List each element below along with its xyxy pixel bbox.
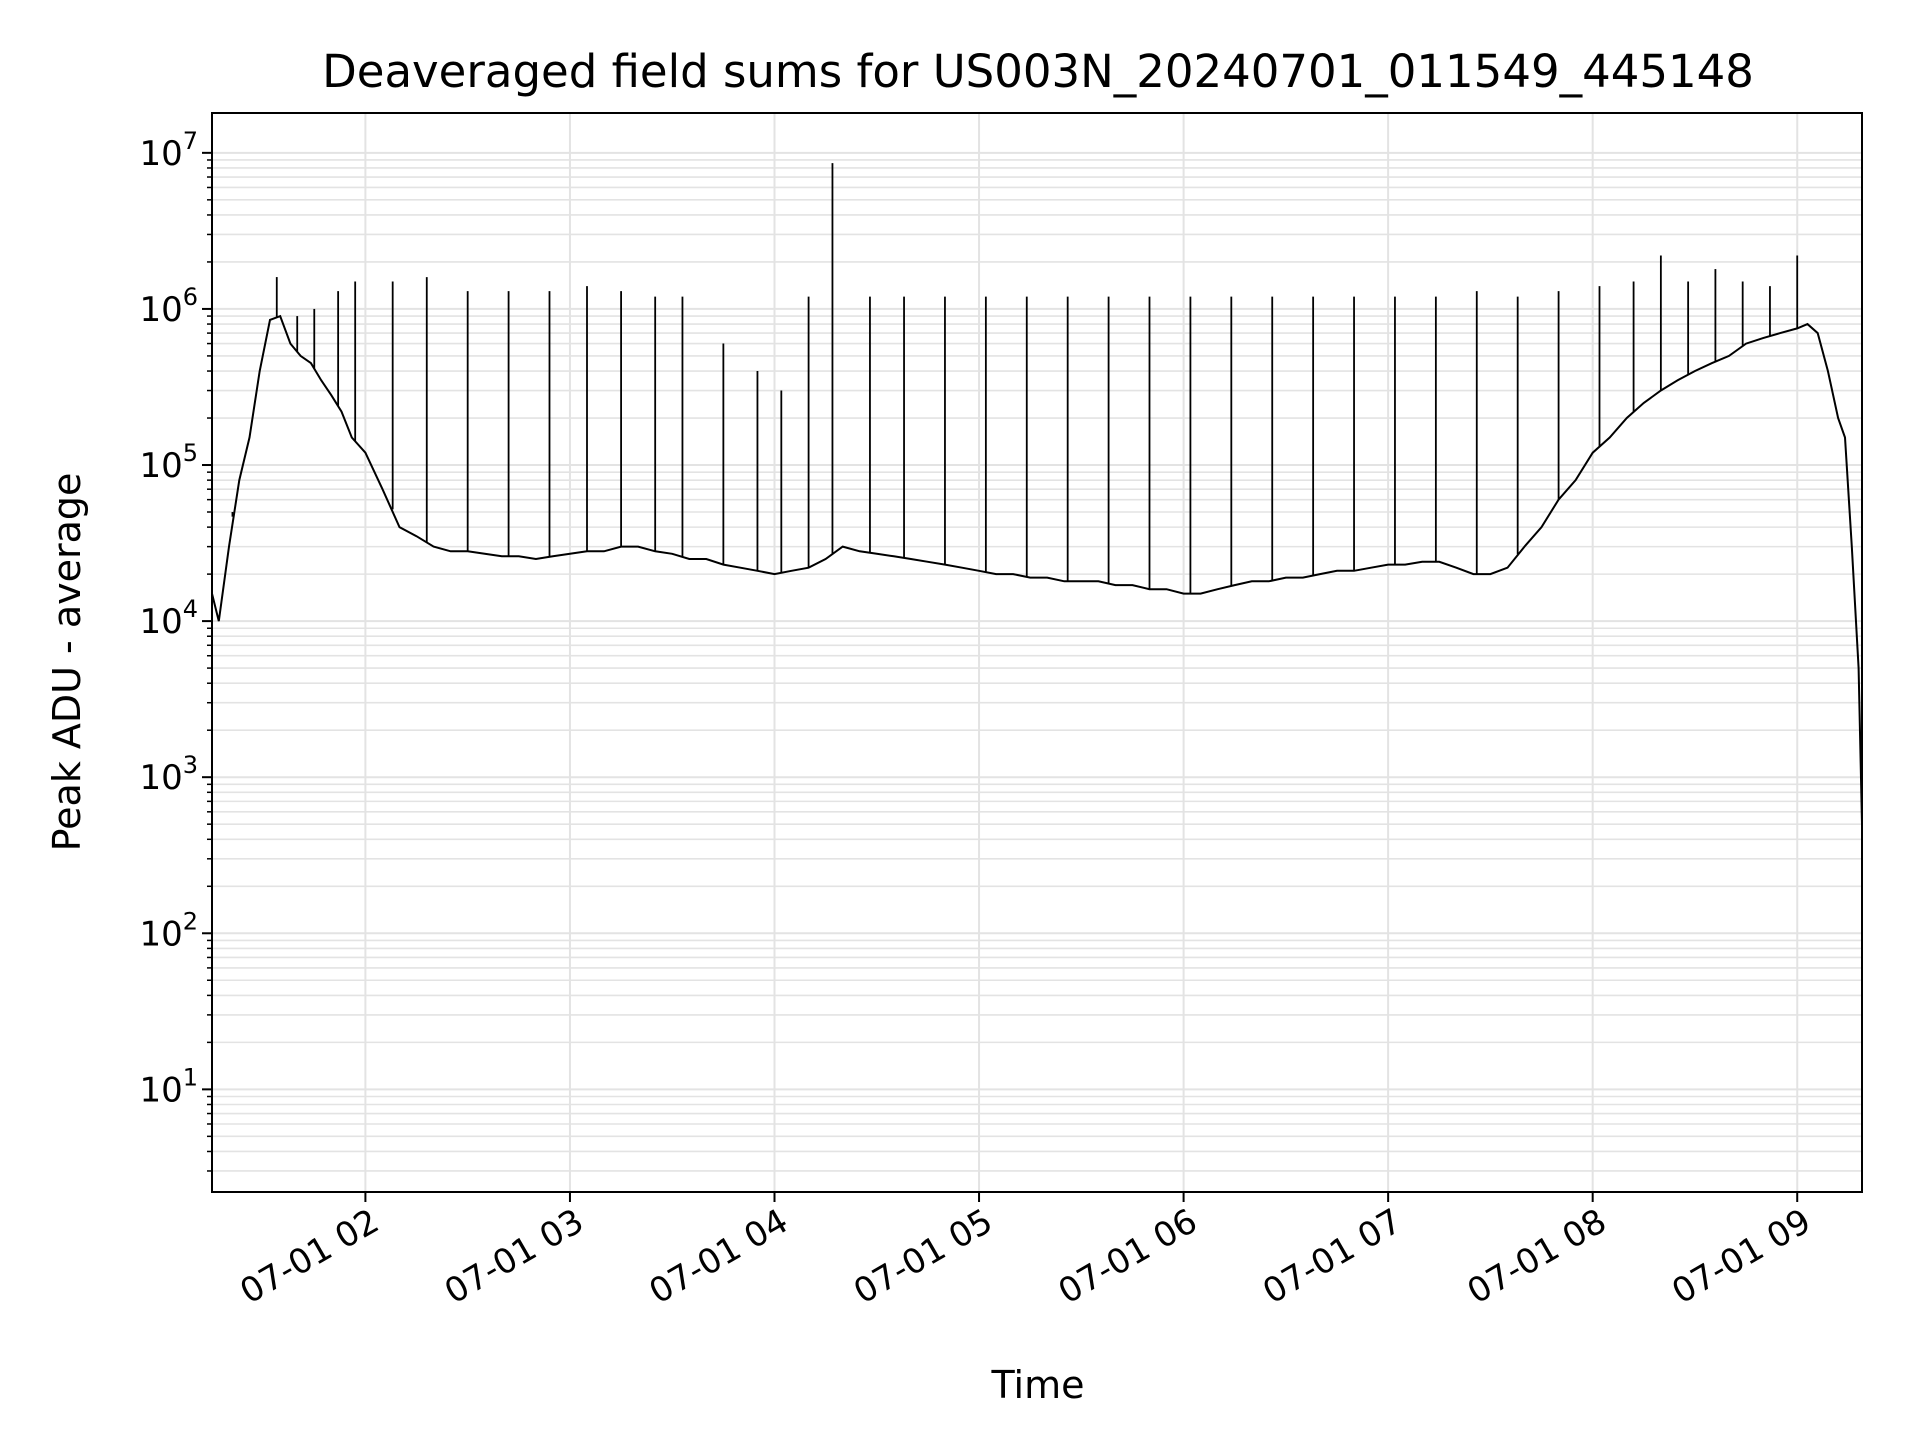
y-axis-ticks: 101 102 103 104 105 106 107	[139, 127, 212, 1172]
y-tick-label: 102	[139, 907, 198, 954]
y-axis-label: Peak ADU - average	[45, 473, 89, 852]
x-tick-label: 07-01 02	[234, 1201, 386, 1312]
series-line	[211, 163, 1863, 825]
chart-title: Deaveraged field sums for US003N_2024070…	[322, 45, 1754, 98]
y-tick-label: 101	[139, 1063, 198, 1110]
x-axis-label: Time	[991, 1363, 1085, 1407]
x-tick-label: 07-01 06	[1052, 1201, 1204, 1312]
x-tick-label: 07-01 03	[438, 1201, 590, 1312]
plot-frame	[211, 112, 1863, 1193]
x-axis-ticks: 07-01 02 07-01 03 07-01 04 07-01 05 07-01 06…	[234, 1192, 1818, 1312]
y-tick-label: 106	[139, 283, 198, 330]
grid	[212, 113, 1862, 1192]
x-tick-label: 07-01 04	[643, 1201, 795, 1312]
x-tick-label: 07-01 07	[1256, 1201, 1408, 1312]
x-tick-label: 07-01 05	[847, 1201, 999, 1312]
y-tick-label: 103	[139, 751, 198, 798]
y-tick-label: 105	[139, 439, 198, 486]
y-tick-label: 104	[139, 595, 198, 642]
x-tick-label: 07-01 08	[1461, 1201, 1613, 1312]
x-tick-label: 07-01 09	[1665, 1201, 1817, 1312]
y-tick-label: 107	[139, 127, 198, 174]
series-line-path	[211, 314, 1863, 825]
